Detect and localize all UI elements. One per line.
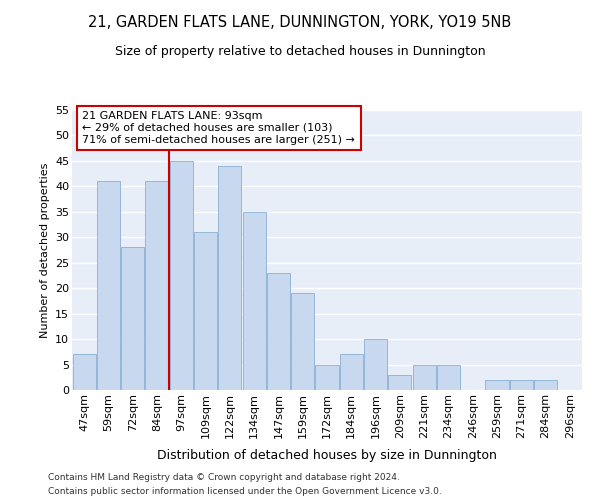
Bar (510, 380, 533, 390)
Y-axis label: Number of detached properties: Number of detached properties (40, 162, 50, 338)
Bar (388, 374, 412, 390)
Bar (413, 364, 436, 390)
Bar (145, 182, 169, 390)
Bar (242, 212, 266, 390)
Bar (97, 182, 120, 390)
Bar (316, 364, 338, 390)
Text: Contains HM Land Registry data © Crown copyright and database right 2024.: Contains HM Land Registry data © Crown c… (48, 472, 400, 482)
Text: 21, GARDEN FLATS LANE, DUNNINGTON, YORK, YO19 5NB: 21, GARDEN FLATS LANE, DUNNINGTON, YORK,… (88, 15, 512, 30)
X-axis label: Distribution of detached houses by size in Dunnington: Distribution of detached houses by size … (157, 449, 497, 462)
Text: Contains public sector information licensed under the Open Government Licence v3: Contains public sector information licen… (48, 488, 442, 496)
Bar (340, 354, 363, 390)
Bar (437, 364, 460, 390)
Bar (291, 294, 314, 390)
Text: Size of property relative to detached houses in Dunnington: Size of property relative to detached ho… (115, 45, 485, 58)
Bar (218, 166, 241, 390)
Bar (121, 248, 144, 390)
Bar (534, 380, 557, 390)
Bar (194, 232, 217, 390)
Bar (267, 273, 290, 390)
Bar (170, 161, 193, 390)
Bar (364, 339, 387, 390)
Bar (485, 380, 509, 390)
Bar (73, 354, 95, 390)
Text: 21 GARDEN FLATS LANE: 93sqm
← 29% of detached houses are smaller (103)
71% of se: 21 GARDEN FLATS LANE: 93sqm ← 29% of det… (82, 112, 355, 144)
